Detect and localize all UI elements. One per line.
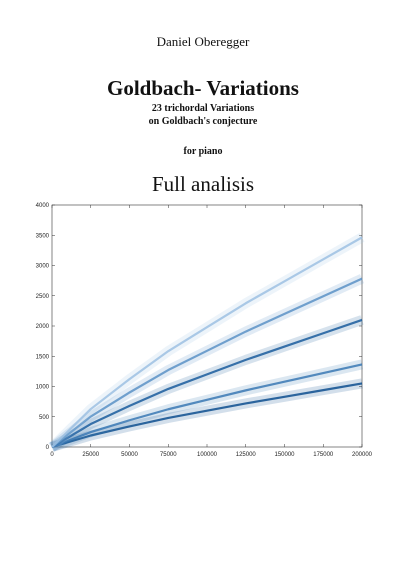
subtitle: on Goldbach's conjecture <box>148 116 258 127</box>
y-tick-label: 3000 <box>36 264 50 270</box>
comet-line <box>51 236 363 448</box>
y-tick-label: 1000 <box>36 385 50 391</box>
comet-line <box>51 363 363 449</box>
comet-line <box>51 382 363 449</box>
y-tick-label: 3500 <box>36 233 50 239</box>
y-tick-label: 2500 <box>36 294 50 300</box>
y-tick-label: 2000 <box>36 324 50 330</box>
comet-line <box>51 277 363 448</box>
section-title: Full analisis <box>151 172 255 196</box>
x-tick-label: 75000 <box>160 452 177 458</box>
x-tick-label: 100000 <box>197 452 218 458</box>
x-tick-label: 125000 <box>236 452 257 458</box>
x-tick-label: 0 <box>50 452 54 458</box>
title: Goldbach- Variations <box>107 76 299 100</box>
y-tick-label: 4000 <box>36 203 50 209</box>
x-tick-label: 200000 <box>352 452 373 458</box>
x-tick-label: 150000 <box>274 452 295 458</box>
y-tick-label: 1500 <box>36 354 50 360</box>
author: Daniel Oberegger <box>156 34 250 49</box>
y-tick-label: 500 <box>39 415 50 421</box>
x-tick-label: 50000 <box>121 452 138 458</box>
instrument: for piano <box>183 146 223 157</box>
x-tick-label: 175000 <box>313 452 334 458</box>
comet-line <box>51 318 363 448</box>
x-tick-label: 25000 <box>82 452 99 458</box>
subtitle: 23 trichordal Variations <box>151 103 255 114</box>
y-tick-label: 0 <box>46 445 50 451</box>
